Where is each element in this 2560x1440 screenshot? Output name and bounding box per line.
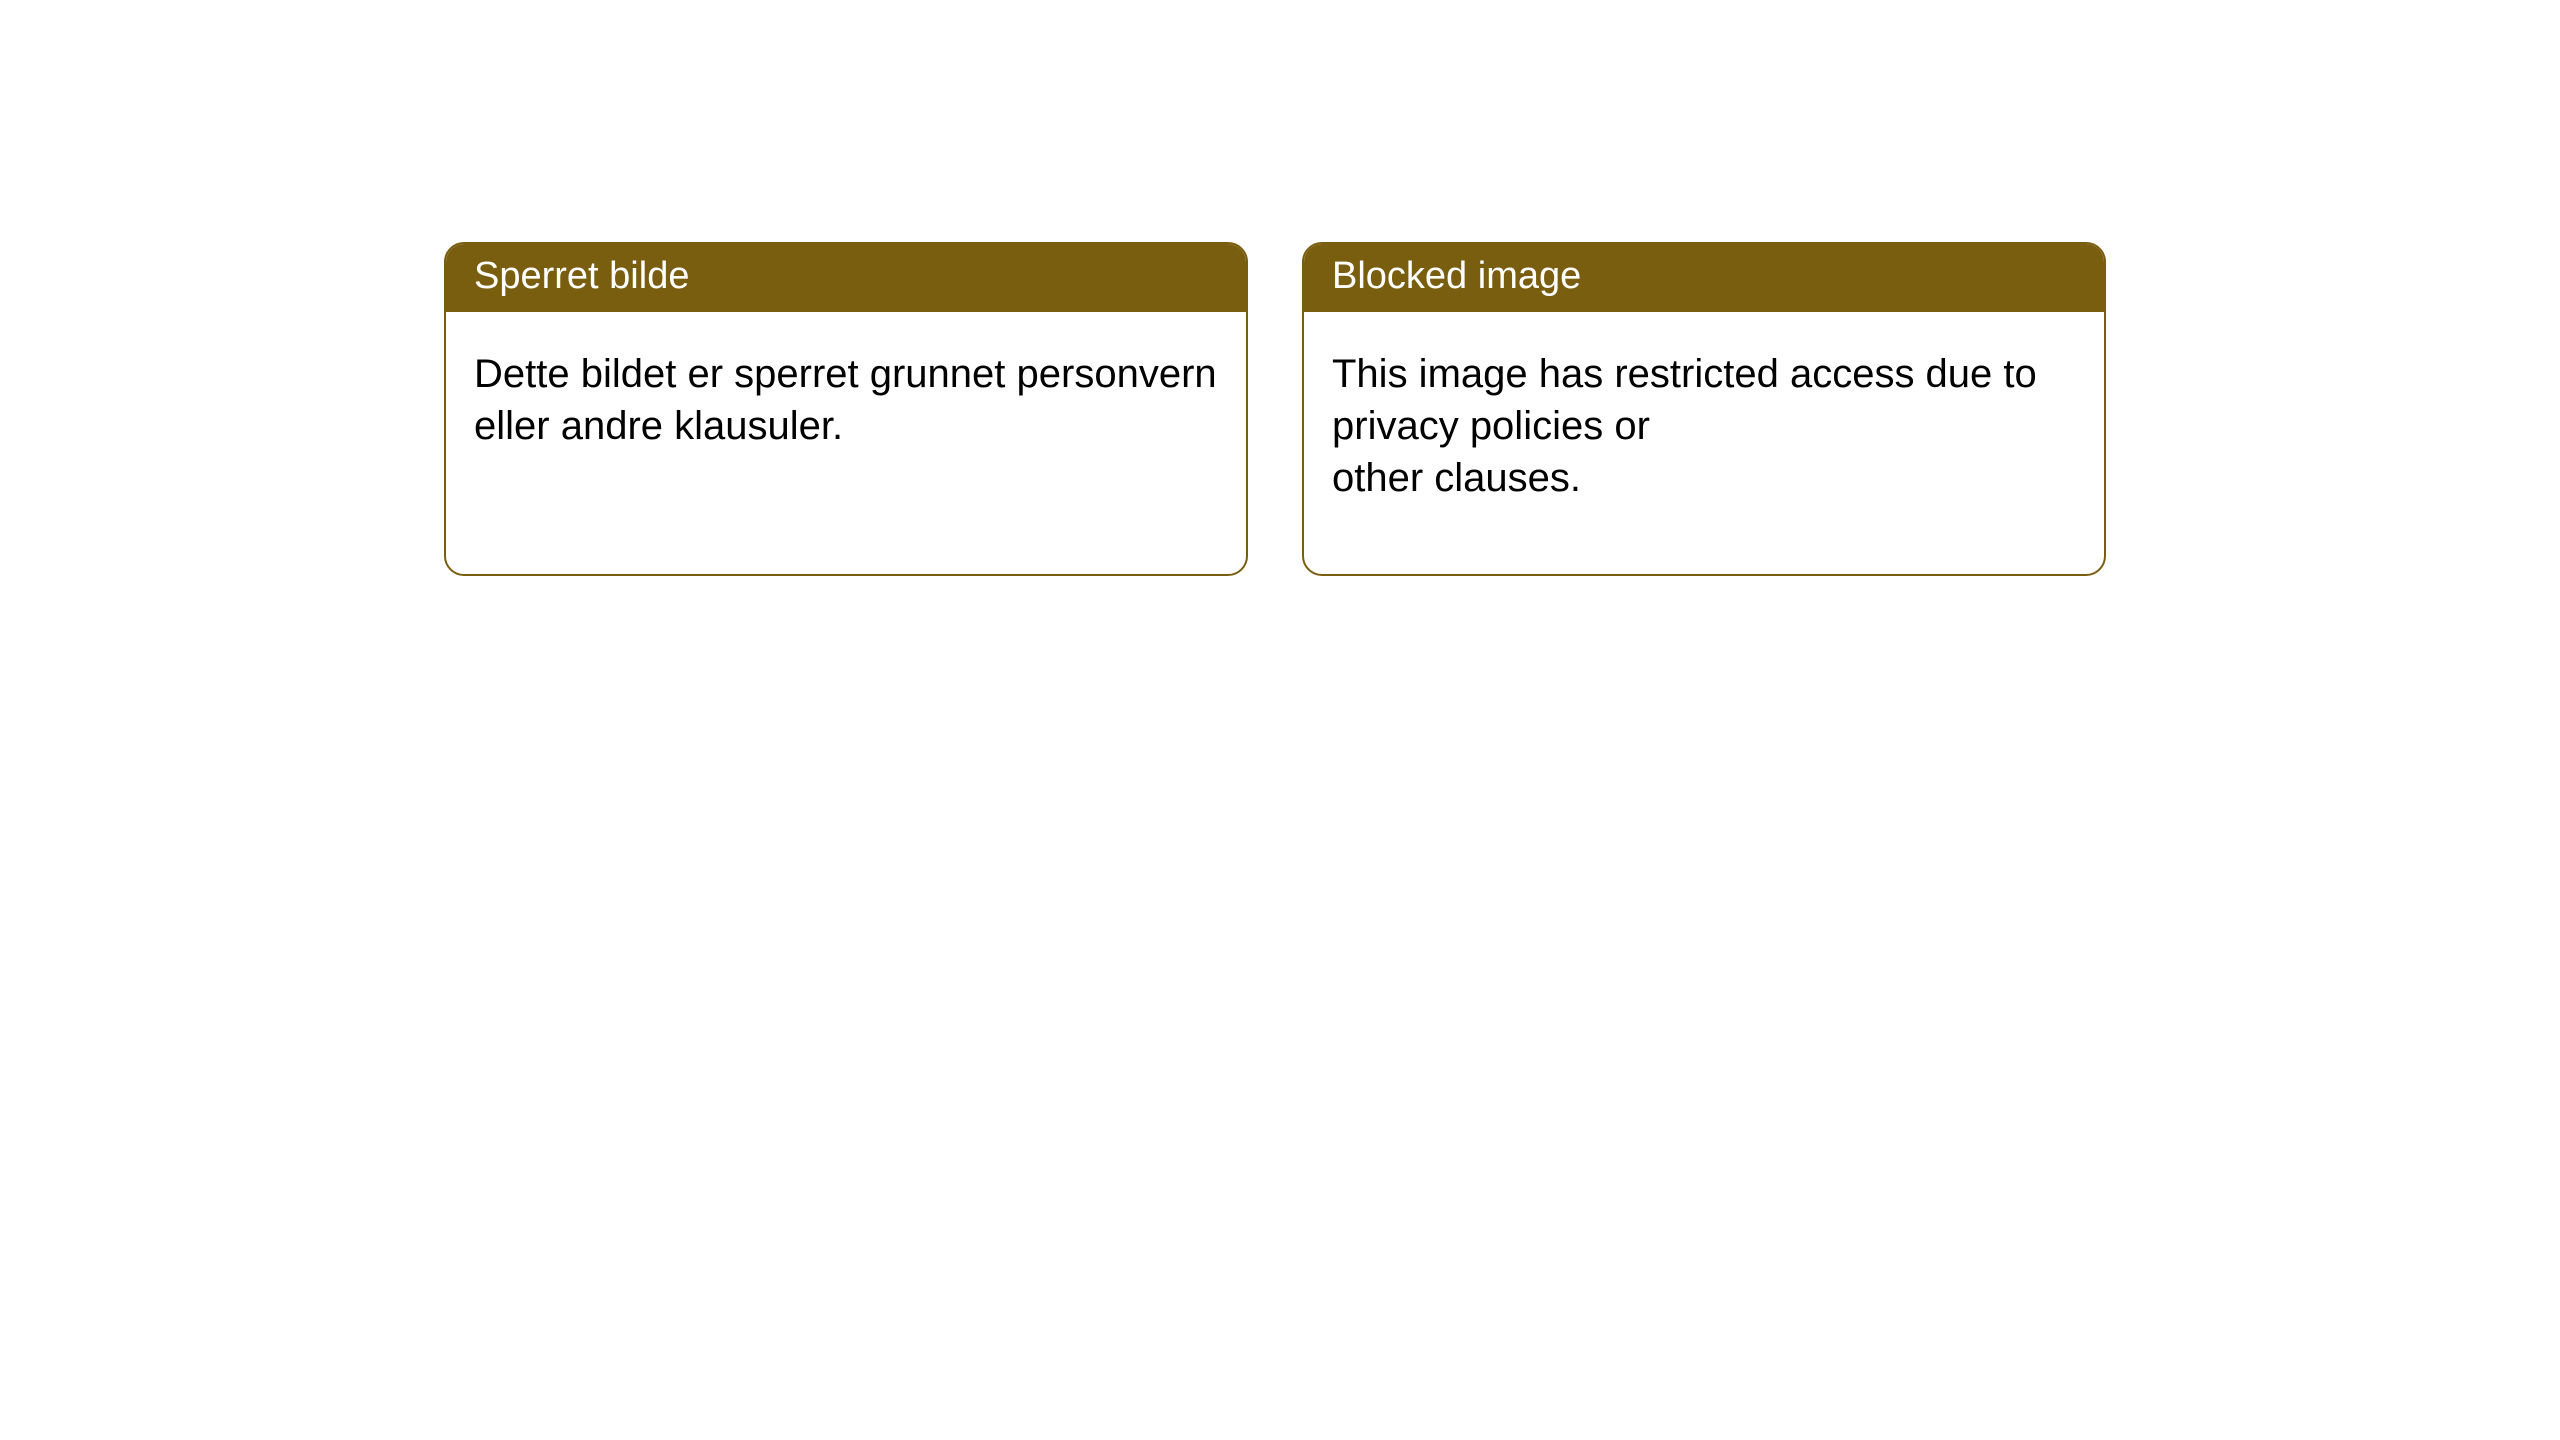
card-header-no: Sperret bilde (446, 244, 1246, 312)
card-header-en: Blocked image (1304, 244, 2104, 312)
blocked-image-card-en: Blocked image This image has restricted … (1302, 242, 2106, 576)
card-body-no: Dette bildet er sperret grunnet personve… (446, 312, 1246, 480)
cards-container: Sperret bilde Dette bildet er sperret gr… (444, 242, 2106, 576)
card-body-en: This image has restricted access due to … (1304, 312, 2104, 532)
blocked-image-card-no: Sperret bilde Dette bildet er sperret gr… (444, 242, 1248, 576)
